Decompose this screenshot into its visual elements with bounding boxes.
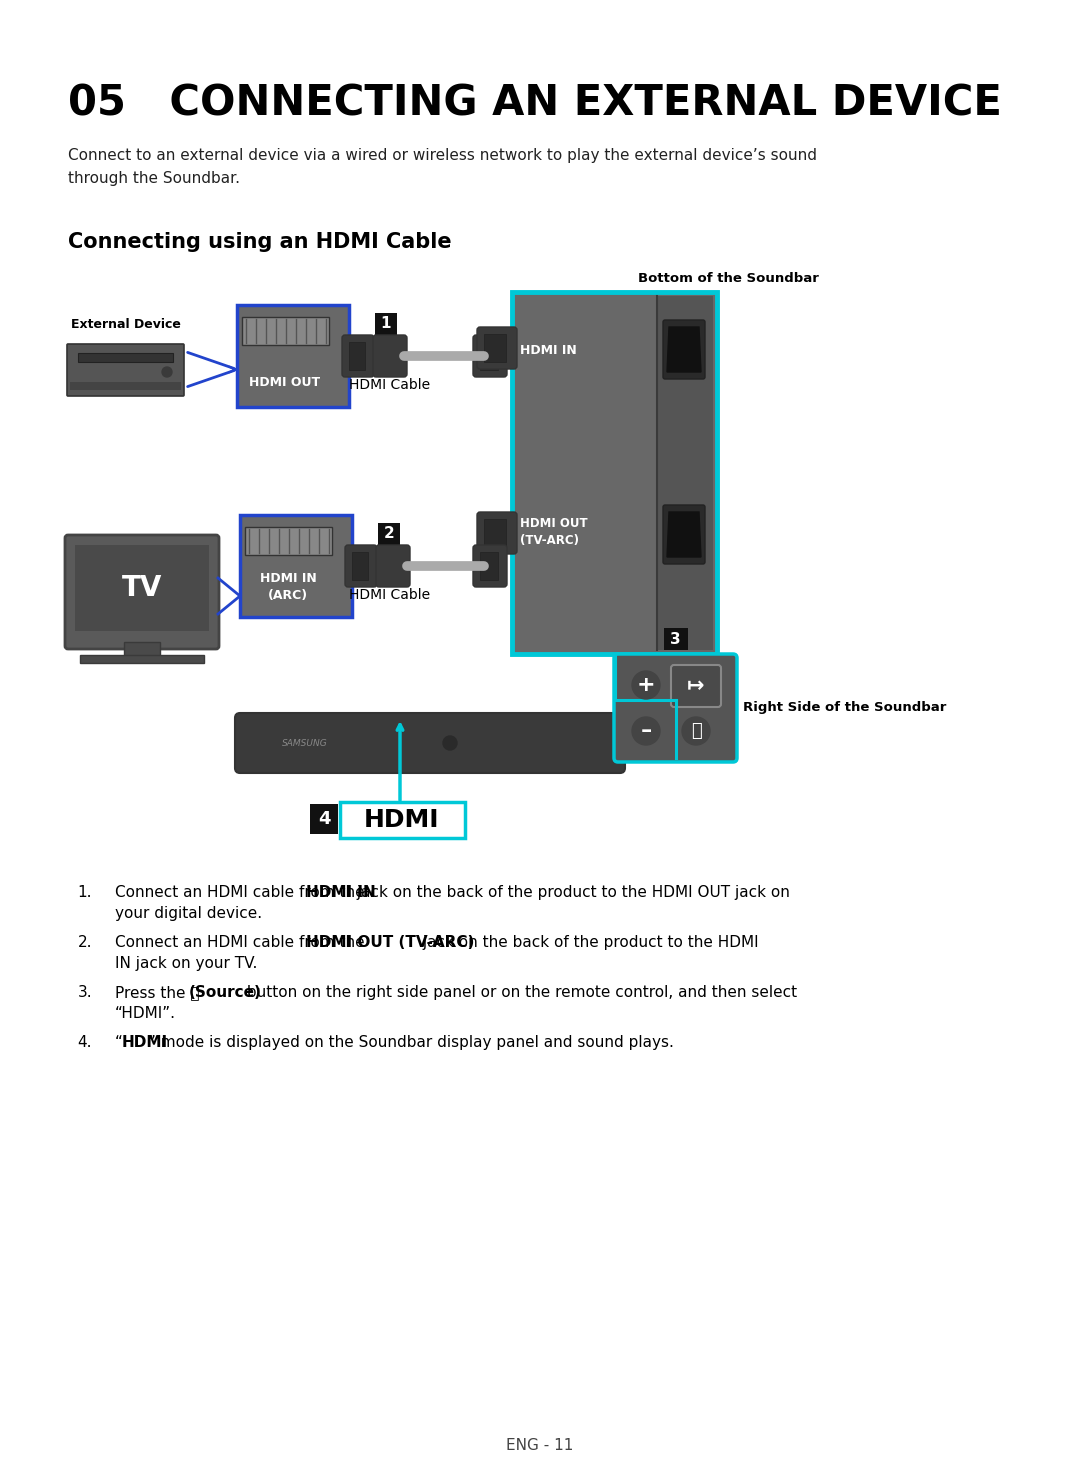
FancyBboxPatch shape [342, 336, 374, 377]
FancyBboxPatch shape [310, 805, 338, 834]
FancyBboxPatch shape [340, 802, 465, 839]
FancyBboxPatch shape [615, 654, 737, 762]
Text: ↦: ↦ [687, 676, 705, 697]
FancyBboxPatch shape [345, 544, 377, 587]
Text: HDMI OUT (TV-ARC): HDMI OUT (TV-ARC) [306, 935, 474, 950]
FancyBboxPatch shape [349, 342, 365, 370]
FancyBboxPatch shape [67, 345, 184, 396]
FancyBboxPatch shape [124, 642, 160, 657]
FancyBboxPatch shape [480, 552, 498, 580]
FancyBboxPatch shape [378, 524, 400, 544]
Text: ENG - 11: ENG - 11 [507, 1438, 573, 1452]
Text: 4.: 4. [78, 1035, 92, 1050]
FancyBboxPatch shape [671, 666, 721, 707]
Circle shape [681, 717, 710, 745]
Text: 1.: 1. [78, 884, 92, 901]
FancyBboxPatch shape [65, 535, 219, 649]
Circle shape [162, 367, 172, 377]
FancyBboxPatch shape [75, 544, 210, 632]
Text: IN jack on your TV.: IN jack on your TV. [114, 955, 257, 972]
Text: +: + [637, 674, 656, 695]
Text: Press the ⧉: Press the ⧉ [114, 985, 204, 1000]
FancyBboxPatch shape [237, 305, 349, 407]
FancyBboxPatch shape [235, 713, 625, 774]
Text: (Source): (Source) [189, 985, 261, 1000]
FancyBboxPatch shape [484, 334, 507, 362]
Circle shape [443, 737, 457, 750]
FancyBboxPatch shape [80, 655, 204, 663]
Text: 3.: 3. [78, 985, 92, 1000]
FancyBboxPatch shape [373, 336, 407, 377]
Text: jack on the back of the product to the HDMI OUT jack on: jack on the back of the product to the H… [352, 884, 791, 901]
Circle shape [632, 671, 660, 700]
FancyBboxPatch shape [663, 504, 705, 563]
Text: HDMI IN: HDMI IN [519, 343, 577, 356]
Text: your digital device.: your digital device. [114, 907, 262, 921]
FancyBboxPatch shape [352, 552, 368, 580]
Text: HDMI OUT: HDMI OUT [249, 376, 321, 389]
FancyBboxPatch shape [245, 527, 332, 555]
Text: Right Side of the Soundbar: Right Side of the Soundbar [743, 701, 946, 714]
FancyBboxPatch shape [663, 319, 705, 379]
Text: External Device: External Device [70, 318, 180, 331]
FancyBboxPatch shape [473, 336, 507, 377]
Text: HDMI Cable: HDMI Cable [350, 589, 431, 602]
Polygon shape [667, 327, 701, 373]
Text: ⏻: ⏻ [690, 722, 701, 740]
Text: 2.: 2. [78, 935, 92, 950]
FancyBboxPatch shape [240, 515, 352, 617]
FancyBboxPatch shape [477, 512, 517, 555]
Text: 2: 2 [383, 527, 394, 541]
Text: Connecting using an HDMI Cable: Connecting using an HDMI Cable [68, 232, 451, 251]
Circle shape [632, 717, 660, 745]
FancyBboxPatch shape [375, 314, 397, 336]
Text: 05   CONNECTING AN EXTERNAL DEVICE: 05 CONNECTING AN EXTERNAL DEVICE [68, 81, 1002, 124]
Polygon shape [667, 512, 701, 558]
FancyBboxPatch shape [376, 544, 410, 587]
Text: Connect to an external device via a wired or wireless network to play the extern: Connect to an external device via a wire… [68, 148, 816, 186]
FancyBboxPatch shape [512, 291, 717, 654]
FancyBboxPatch shape [242, 317, 329, 345]
FancyBboxPatch shape [473, 544, 507, 587]
FancyBboxPatch shape [484, 519, 507, 547]
FancyBboxPatch shape [78, 353, 173, 362]
Text: SAMSUNG: SAMSUNG [282, 738, 328, 747]
Text: 4: 4 [318, 810, 330, 828]
Text: TV: TV [122, 574, 162, 602]
Text: HDMI Cable: HDMI Cable [350, 379, 431, 392]
Text: “: “ [114, 1035, 123, 1050]
Text: 3: 3 [671, 632, 680, 646]
Text: jack on the back of the product to the HDMI: jack on the back of the product to the H… [418, 935, 759, 950]
Text: HDMI IN
(ARC): HDMI IN (ARC) [259, 572, 316, 602]
Text: ” mode is displayed on the Soundbar display panel and sound plays.: ” mode is displayed on the Soundbar disp… [148, 1035, 674, 1050]
FancyBboxPatch shape [657, 296, 713, 649]
Text: HDMI OUT
(TV-ARC): HDMI OUT (TV-ARC) [519, 518, 588, 547]
FancyBboxPatch shape [70, 382, 181, 390]
Text: Connect an HDMI cable from the: Connect an HDMI cable from the [114, 884, 369, 901]
Text: HDMI: HDMI [121, 1035, 167, 1050]
FancyBboxPatch shape [480, 342, 498, 370]
Text: Connect an HDMI cable from the: Connect an HDMI cable from the [114, 935, 369, 950]
Text: Bottom of the Soundbar: Bottom of the Soundbar [638, 272, 819, 285]
Text: –: – [640, 720, 651, 741]
Text: button on the right side panel or on the remote control, and then select: button on the right side panel or on the… [242, 985, 797, 1000]
Text: HDMI IN: HDMI IN [306, 884, 376, 901]
Text: “HDMI”.: “HDMI”. [114, 1006, 176, 1021]
Text: 1: 1 [381, 317, 391, 331]
Text: HDMI: HDMI [364, 808, 440, 833]
FancyBboxPatch shape [663, 629, 688, 649]
FancyBboxPatch shape [477, 327, 517, 368]
